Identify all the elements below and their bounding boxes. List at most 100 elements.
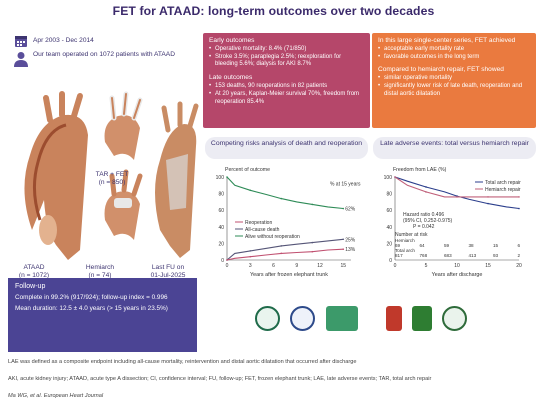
end-value-label: 25% bbox=[345, 237, 356, 243]
early-outcomes-list: Operative mortality: 8.4% (71/850) Strok… bbox=[209, 46, 364, 69]
early-outcomes-panel: Early outcomes Operative mortality: 8.4%… bbox=[203, 33, 370, 128]
data-point bbox=[249, 255, 252, 258]
data-point bbox=[226, 176, 228, 178]
last-fu-title: Last FU on bbox=[151, 264, 185, 271]
hazard-p: P = 0.042 bbox=[413, 224, 435, 230]
late-outcomes-heading: Late outcomes bbox=[209, 74, 253, 82]
risk-value: 2 bbox=[518, 253, 521, 258]
legend-label: All-cause death bbox=[245, 227, 280, 233]
risk-row-label: Total arch bbox=[395, 248, 415, 253]
end-value-label: 13% bbox=[345, 247, 356, 253]
data-point bbox=[226, 259, 228, 261]
y-tick-label: 20 bbox=[218, 241, 224, 247]
list-item: 153 deaths, 90 reoperations in 82 patien… bbox=[209, 83, 364, 91]
x-tick-label: 0 bbox=[394, 263, 397, 269]
citation: Ma WG, et al. European Heart Journal bbox=[8, 393, 104, 399]
patients-row: Our team operated on 1072 patients with … bbox=[14, 51, 199, 67]
legend-label: Alive without reoperation bbox=[245, 234, 300, 240]
follow-up-duration: Mean duration: 12.5 ± 4.0 years (> 15 ye… bbox=[15, 304, 168, 312]
follow-up-panel: Follow-up Complete in 99.2% (917/924); f… bbox=[8, 278, 197, 352]
data-point bbox=[280, 245, 283, 247]
tar-fet-title: TAR + FET bbox=[95, 171, 129, 178]
risk-value: 817 bbox=[395, 253, 403, 258]
hospital-logo bbox=[255, 306, 280, 331]
list-item: acceptable early mortality rate bbox=[378, 46, 530, 54]
ataad-label: ATAAD (n = 1072) bbox=[8, 264, 60, 280]
y-tick-label: 20 bbox=[386, 241, 392, 247]
x-tick-label: 5 bbox=[425, 263, 428, 269]
calendar-icon bbox=[15, 36, 27, 47]
x-tick-label: 20 bbox=[516, 263, 522, 269]
risk-value: 93 bbox=[493, 253, 499, 258]
data-point bbox=[487, 202, 489, 205]
abbreviations: AKI, acute kidney injury; ATAAD, acute t… bbox=[8, 376, 432, 382]
x-tick-label: 6 bbox=[272, 263, 275, 269]
ataad-count: (n = 1072) bbox=[18, 272, 50, 279]
chart1-title: Competing risks analysis of death and re… bbox=[205, 137, 368, 159]
x-axis-label: Years after frozen elephant trunk bbox=[250, 272, 328, 278]
y-tick-label: 0 bbox=[221, 258, 224, 264]
patient-count: Our team operated on 1072 patients with … bbox=[33, 51, 175, 58]
series-line-0 bbox=[226, 176, 344, 210]
list-item: favorable outcomes in the long term bbox=[378, 54, 530, 62]
data-point bbox=[518, 207, 520, 210]
y-axis-label: Percent of outcome bbox=[225, 167, 270, 173]
y-tick-label: 40 bbox=[218, 225, 224, 231]
conclusions-list: acceptable early mortality rate favorabl… bbox=[378, 46, 530, 62]
list-item: similar operative mortality bbox=[378, 75, 530, 83]
data-point bbox=[311, 203, 314, 206]
y-tick-label: 100 bbox=[216, 175, 225, 181]
data-point bbox=[280, 197, 283, 200]
tar-fet-label: TAR + FET (n = 850) bbox=[82, 171, 142, 187]
risk-value: 59 bbox=[444, 243, 450, 248]
hemiarch-count: (n = 74) bbox=[88, 272, 112, 279]
hemiarch-label: Hemiarch (n = 74) bbox=[74, 264, 126, 280]
risk-table-title: Number at risk bbox=[395, 232, 428, 238]
ataad-title: ATAAD bbox=[23, 264, 45, 271]
x-tick-label: 10 bbox=[454, 263, 460, 269]
data-point bbox=[342, 248, 345, 251]
late-outcomes-list: 153 deaths, 90 reoperations in 82 patien… bbox=[209, 83, 364, 106]
person-icon bbox=[14, 52, 28, 67]
data-point bbox=[425, 191, 427, 193]
conclusions-panel: In this large single-center series, FET … bbox=[372, 33, 536, 128]
risk-value: 768 bbox=[420, 253, 428, 258]
x-tick-label: 9 bbox=[295, 263, 298, 269]
data-point bbox=[311, 250, 314, 253]
data-point bbox=[342, 238, 345, 241]
last-fu-label: Last FU on 01-Jul-2025 bbox=[138, 264, 198, 280]
tar-fet-aorta-image bbox=[104, 91, 143, 160]
risk-value: 413 bbox=[469, 253, 477, 258]
ataad-aorta-image bbox=[24, 91, 88, 260]
legend-label: Reoperation bbox=[245, 220, 272, 226]
follow-up-completeness: Complete in 99.2% (917/924); follow-up i… bbox=[15, 294, 168, 302]
list-item: Operative mortality: 8.4% (71/850) bbox=[209, 46, 364, 54]
data-point bbox=[311, 241, 314, 244]
legend-label: Total arch repair bbox=[485, 180, 521, 186]
risk-value: 64 bbox=[420, 243, 426, 248]
lae-survival-chart: Freedom from LAE (%) Years after discharg… bbox=[384, 167, 522, 278]
x-tick-label: 3 bbox=[249, 263, 252, 269]
data-point bbox=[456, 196, 458, 198]
y-tick-label: 60 bbox=[386, 208, 392, 214]
hemiarch-aorta-image bbox=[104, 169, 143, 240]
data-point bbox=[280, 252, 283, 255]
chart2-title: Late adverse events: total versus hemiar… bbox=[373, 137, 536, 159]
y-tick-label: 60 bbox=[218, 208, 224, 214]
y-tick-label: 80 bbox=[386, 192, 392, 198]
data-point bbox=[425, 186, 427, 188]
page-title: FET for ATAAD: long-term outcomes over t… bbox=[112, 4, 435, 18]
series-line-2 bbox=[226, 248, 344, 261]
y-tick-label: 0 bbox=[389, 258, 392, 264]
last-fu-aorta-image bbox=[155, 101, 199, 258]
x-axis-label: Years after discharge bbox=[432, 272, 483, 278]
follow-up-heading: Follow-up bbox=[15, 283, 46, 290]
university-logo bbox=[290, 306, 315, 331]
annotation-label: % at 15 years bbox=[330, 181, 361, 187]
risk-value: 6 bbox=[518, 243, 521, 248]
hemiarch-title: Hemiarch bbox=[85, 264, 115, 271]
date-range: Apr 2003 - Dec 2014 bbox=[33, 37, 94, 44]
y-axis-label: Freedom from LAE (%) bbox=[393, 167, 447, 173]
x-tick-label: 12 bbox=[317, 263, 323, 269]
data-point bbox=[249, 250, 252, 252]
